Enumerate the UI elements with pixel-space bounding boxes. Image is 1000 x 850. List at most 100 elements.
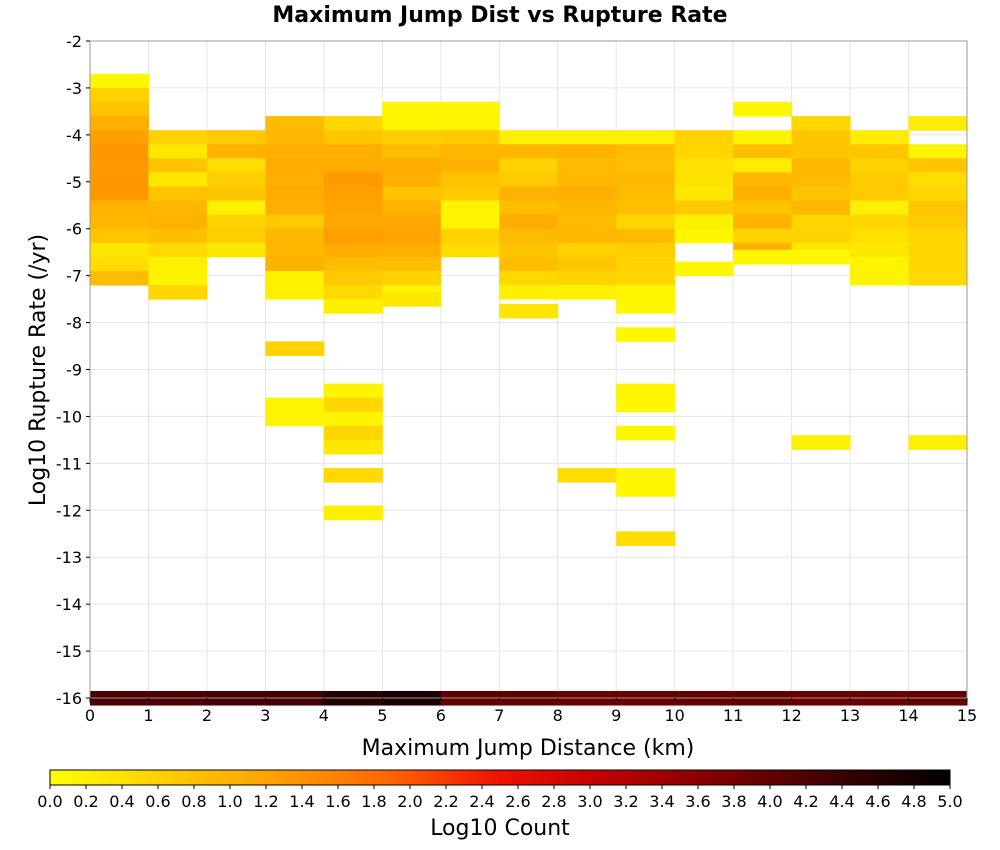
heatmap-cell: [323, 285, 383, 300]
y-tick-label: -9: [66, 361, 82, 380]
heatmap-cell: [850, 158, 910, 173]
heatmap-cell: [265, 186, 325, 202]
heatmap-cell: [323, 214, 383, 230]
y-tick-label: -16: [56, 689, 82, 708]
colorbar-tick-label: 2.6: [505, 792, 530, 811]
heatmap-cell: [265, 172, 325, 187]
colorbar-tick-label: 3.8: [721, 792, 746, 811]
heatmap-cell: [440, 186, 500, 202]
heatmap-cell: [148, 214, 208, 230]
heatmap-cells: [90, 73, 968, 706]
heatmap-cell: [674, 261, 734, 277]
heatmap-cell: [616, 200, 676, 216]
heatmap-cell: [674, 172, 734, 187]
heatmap-cell: [499, 242, 559, 258]
heatmap-cell: [557, 158, 617, 173]
heatmap-cell: [499, 303, 559, 319]
heatmap-cell: [440, 158, 500, 173]
heatmap-cell: [616, 172, 676, 187]
heatmap-cell: [382, 116, 442, 131]
y-tick-label: -14: [56, 595, 82, 614]
colorbar-tick-label: 2.0: [397, 792, 422, 811]
colorbar-tick-label: 2.8: [541, 792, 566, 811]
heatmap-cell: [90, 270, 149, 286]
heatmap-cell: [791, 158, 851, 173]
y-tick-label: -4: [66, 126, 82, 145]
heatmap-cell: [908, 214, 968, 230]
heatmap-cell: [674, 186, 734, 202]
heatmap-cell: [90, 242, 149, 258]
heatmap-cell: [791, 144, 851, 159]
heatmap-cell: [850, 228, 910, 244]
heatmap-cell: [265, 341, 325, 356]
heatmap-cell: [323, 172, 383, 187]
heatmap-cell: [148, 200, 208, 216]
heatmap-cell: [908, 158, 968, 173]
heatmap-cell: [440, 116, 500, 131]
heatmap-cell: [148, 186, 208, 202]
heatmap-cell: [323, 116, 383, 131]
heatmap-cell: [791, 200, 851, 216]
heatmap-cell: [206, 242, 266, 258]
heatmap-cell: [908, 116, 968, 131]
heatmap-cell: [323, 144, 383, 159]
heatmap-cell: [90, 87, 149, 103]
heatmap-cell: [440, 102, 500, 117]
heatmap-cell: [323, 425, 383, 441]
colorbar-tick-label: 1.6: [325, 792, 350, 811]
x-tick-label: 2: [202, 706, 212, 725]
heatmap-cell: [616, 397, 676, 413]
y-tick-label: -15: [56, 642, 82, 661]
heatmap-cell: [148, 256, 208, 272]
heatmap-cell: [382, 292, 442, 307]
heatmap-cell: [440, 144, 500, 159]
colorbar-tick-label: 3.6: [685, 792, 710, 811]
heatmap-cell: [440, 200, 500, 216]
heatmap-cell: [206, 214, 266, 230]
heatmap-cell: [148, 285, 208, 300]
heatmap-cell: [382, 228, 442, 244]
colorbar-tick-label: 0.8: [181, 792, 206, 811]
heatmap-cell: [265, 130, 325, 145]
heatmap-cell: [90, 144, 149, 159]
heatmap-cell: [382, 242, 442, 258]
heatmap-cell: [850, 130, 910, 145]
heatmap-cell: [557, 130, 617, 145]
heatmap-cell: [616, 468, 676, 483]
heatmap-cell: [90, 158, 149, 173]
x-tick-label: 1: [143, 706, 153, 725]
heatmap-cell: [733, 200, 793, 216]
heatmap-cell: [440, 130, 500, 145]
colorbar-tick-label: 1.4: [289, 792, 314, 811]
heatmap-cell: [557, 186, 617, 202]
heatmap-cell: [616, 425, 676, 441]
heatmap-cell: [382, 130, 442, 145]
colorbar-tick-label: 0.6: [145, 792, 170, 811]
x-tick-label: 14: [898, 706, 918, 725]
heatmap-cell: [850, 144, 910, 159]
heatmap-cell: [90, 228, 149, 244]
heatmap-cell: [850, 200, 910, 216]
heatmap-cell: [616, 186, 676, 202]
heatmap-cell: [90, 116, 149, 131]
heatmap-cell: [850, 172, 910, 187]
heatmap-cell: [674, 130, 734, 145]
heatmap-cell: [90, 200, 149, 216]
heatmap-cell: [850, 214, 910, 230]
y-tick-label: -8: [66, 314, 82, 333]
heatmap-cell: [674, 144, 734, 159]
colorbar: [49, 769, 951, 786]
chart-title: Maximum Jump Dist vs Rupture Rate: [272, 3, 727, 28]
y-tick-label: -11: [56, 454, 82, 473]
heatmap-cell: [733, 130, 793, 145]
heatmap-cell: [206, 144, 266, 159]
heatmap-cell: [265, 200, 325, 216]
heatmap-cell: [265, 214, 325, 230]
heatmap-cell: [382, 158, 442, 173]
heatmap-cell: [557, 214, 617, 230]
heatmap-cell: [323, 186, 383, 202]
heatmap-cell: [616, 214, 676, 230]
colorbar-tick-label: 4.8: [901, 792, 926, 811]
x-tick-label: 13: [840, 706, 860, 725]
colorbar-tick-label: 3.4: [649, 792, 674, 811]
